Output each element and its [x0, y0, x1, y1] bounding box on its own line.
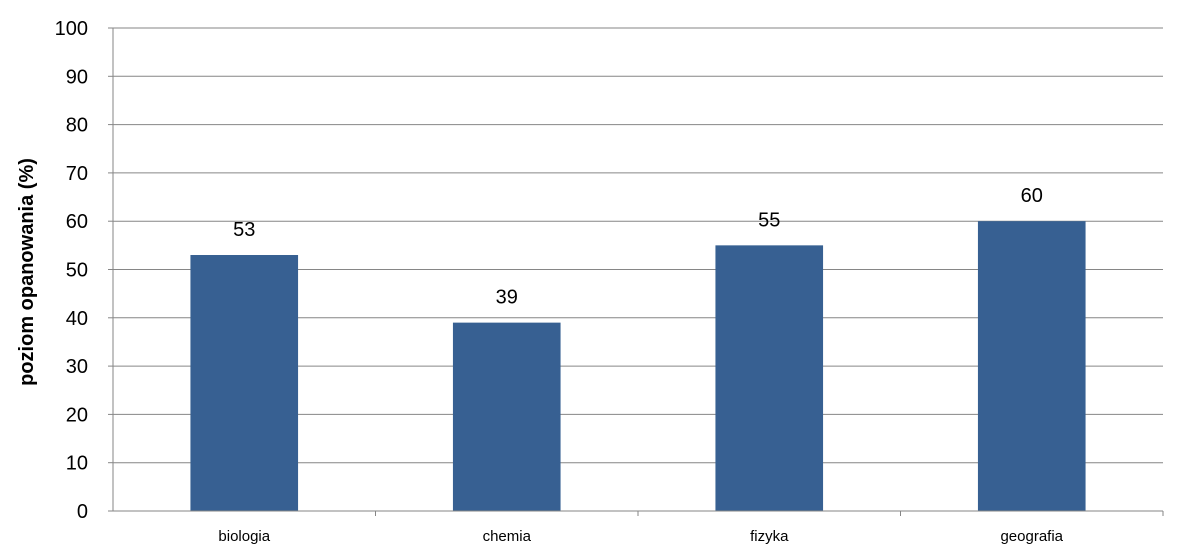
y-axis-title: poziom opanowania (%): [16, 158, 38, 386]
y-tick-label: 40: [66, 308, 88, 330]
x-category-label: biologia: [218, 528, 270, 545]
data-label: 39: [496, 287, 518, 309]
y-tick-label: 20: [66, 404, 88, 426]
bars: [190, 221, 1086, 511]
bar-fizyka: [715, 245, 824, 511]
x-category-label: fizyka: [750, 528, 789, 545]
bar-chemia: [452, 322, 561, 511]
y-tick-label: 100: [55, 18, 88, 40]
axes: [108, 27, 1164, 516]
data-label: 60: [1021, 185, 1043, 207]
y-tick-label: 50: [66, 260, 88, 282]
y-tick-label: 10: [66, 453, 88, 475]
x-category-labels: biologia chemia fizyka geografia: [218, 528, 1063, 545]
data-label: 53: [233, 219, 255, 241]
y-tick-label: 90: [66, 66, 88, 88]
data-label: 55: [758, 209, 780, 231]
y-tick-label: 80: [66, 115, 88, 137]
data-labels: 53 39 55 60: [233, 185, 1043, 308]
y-tick-label: 70: [66, 163, 88, 185]
y-tick-label: 30: [66, 356, 88, 378]
y-tick-labels: 0 10 20 30 40 50 60 70 80 90 100: [55, 18, 88, 523]
x-category-label: chemia: [483, 528, 532, 545]
y-tick-label: 0: [77, 501, 88, 523]
bar-geografia: [977, 221, 1086, 511]
bar-biologia: [190, 255, 299, 511]
x-category-label: geografia: [1000, 528, 1063, 545]
y-tick-label: 60: [66, 211, 88, 233]
